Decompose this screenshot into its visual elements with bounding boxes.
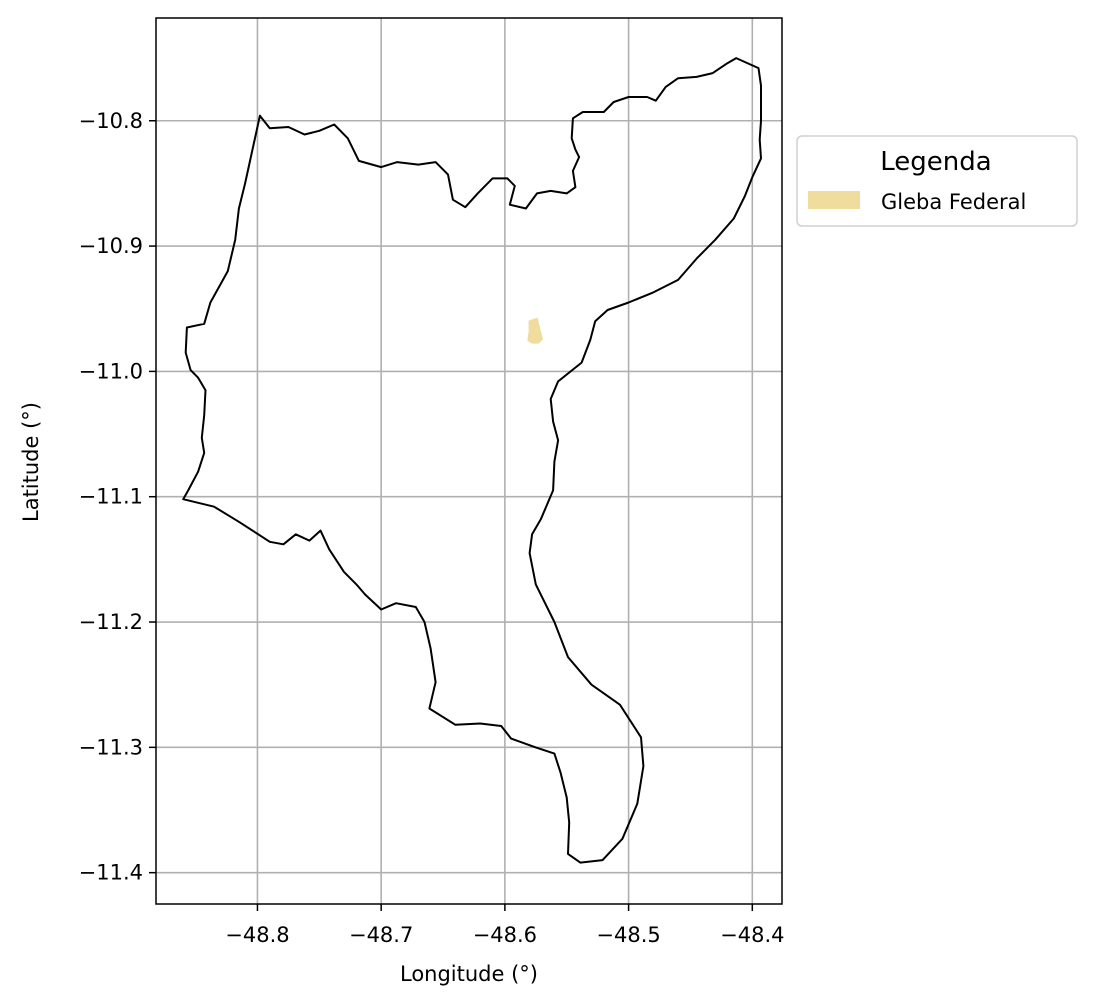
x-tick-label: −48.7 bbox=[349, 923, 413, 947]
x-tick-label: −48.8 bbox=[225, 923, 289, 947]
x-axis-label: Longitude (°) bbox=[400, 962, 538, 986]
y-tick-label: −11.0 bbox=[79, 359, 143, 383]
grid-lines bbox=[156, 18, 782, 904]
legend: Legenda Gleba Federal bbox=[796, 135, 1078, 227]
x-tick-label: −48.6 bbox=[473, 923, 537, 947]
y-tick-label: −11.2 bbox=[79, 610, 143, 634]
y-tick-label: −11.1 bbox=[79, 485, 143, 509]
x-tick-label: −48.5 bbox=[596, 923, 660, 947]
y-tick-label: −10.9 bbox=[79, 234, 143, 258]
y-tick-label: −11.4 bbox=[79, 861, 143, 885]
legend-title: Legenda bbox=[880, 147, 991, 177]
y-tick-label: −11.3 bbox=[79, 735, 143, 759]
axis-ticks: −48.8 −48.7 −48.6 −48.5 −48.4 −10.8 −10.9 −11.0… bbox=[79, 109, 785, 947]
map-features bbox=[182, 57, 762, 864]
municipality-boundary bbox=[182, 57, 762, 864]
axes-frame bbox=[155, 17, 783, 905]
x-tick-label: −48.4 bbox=[720, 923, 784, 947]
legend-frame bbox=[796, 135, 1078, 227]
legend-label-gleba-federal: Gleba Federal bbox=[881, 190, 1026, 214]
gleba-federal-polygon bbox=[527, 317, 544, 344]
y-tick-label: −10.8 bbox=[79, 109, 143, 133]
y-axis-label: Latitude (°) bbox=[19, 402, 43, 522]
legend-swatch-gleba-federal bbox=[808, 191, 860, 209]
